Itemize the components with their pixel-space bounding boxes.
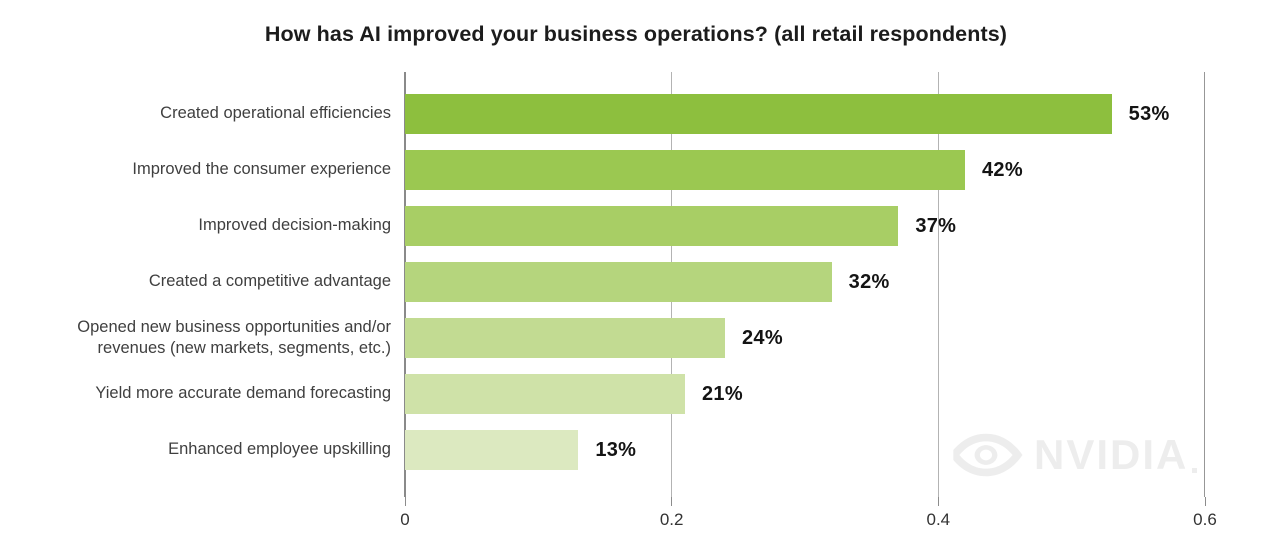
x-tick-mark xyxy=(671,497,673,506)
bar-row: 13% xyxy=(405,430,1205,470)
bar-value-label: 37% xyxy=(915,214,957,237)
category-labels-column: Created operational efficiencies Improved… xyxy=(0,72,391,497)
bar-value-label: 21% xyxy=(702,382,743,405)
x-tick-mark xyxy=(404,497,406,506)
bar-value-label: 42% xyxy=(982,158,1023,181)
plot-right-border xyxy=(1203,72,1205,497)
x-tick-label: 0.6 xyxy=(1193,510,1217,529)
bar xyxy=(405,262,832,302)
bar-value-label: 13% xyxy=(595,438,637,461)
category-label: Created a competitive advantage xyxy=(148,272,391,291)
plot-area: 53% 42% 37% 32% 24% 21% 13% 0 0.2 0.4 0.6 xyxy=(400,72,1217,529)
x-tick-label: 0 xyxy=(400,510,410,529)
x-tick-mark xyxy=(937,497,939,506)
bar xyxy=(405,150,965,190)
bar xyxy=(405,94,1112,134)
bar-row: 21% xyxy=(405,374,1205,414)
category-label: Opened new business opportunities and/or… xyxy=(77,317,391,357)
bar-row: 37% xyxy=(405,206,1205,246)
bar xyxy=(405,318,725,358)
bar xyxy=(405,430,579,470)
bar-row: 42% xyxy=(405,150,1205,190)
category-label: Improved the consumer experience xyxy=(132,160,391,179)
chart-title: How has AI improved your business operat… xyxy=(264,22,1008,46)
bar-value-label: 24% xyxy=(742,326,783,349)
category-label: Enhanced employee upskilling xyxy=(168,440,391,459)
bar-value-label: 32% xyxy=(848,270,890,293)
gridline xyxy=(937,72,939,497)
category-label: Improved decision-making xyxy=(198,216,391,235)
bar-row: 32% xyxy=(405,262,1205,302)
category-label: Created operational efficiencies xyxy=(160,104,391,123)
bar xyxy=(405,206,899,246)
x-tick-mark xyxy=(1204,497,1206,506)
bar-row: 53% xyxy=(405,94,1205,134)
bar-row: 24% xyxy=(405,318,1205,358)
category-label: Yield more accurate demand forecasting xyxy=(95,384,391,403)
x-tick-label: 0.2 xyxy=(659,510,684,529)
x-tick-label: 0.4 xyxy=(926,510,951,529)
bar xyxy=(405,374,685,414)
bar-value-label: 53% xyxy=(1128,102,1170,125)
